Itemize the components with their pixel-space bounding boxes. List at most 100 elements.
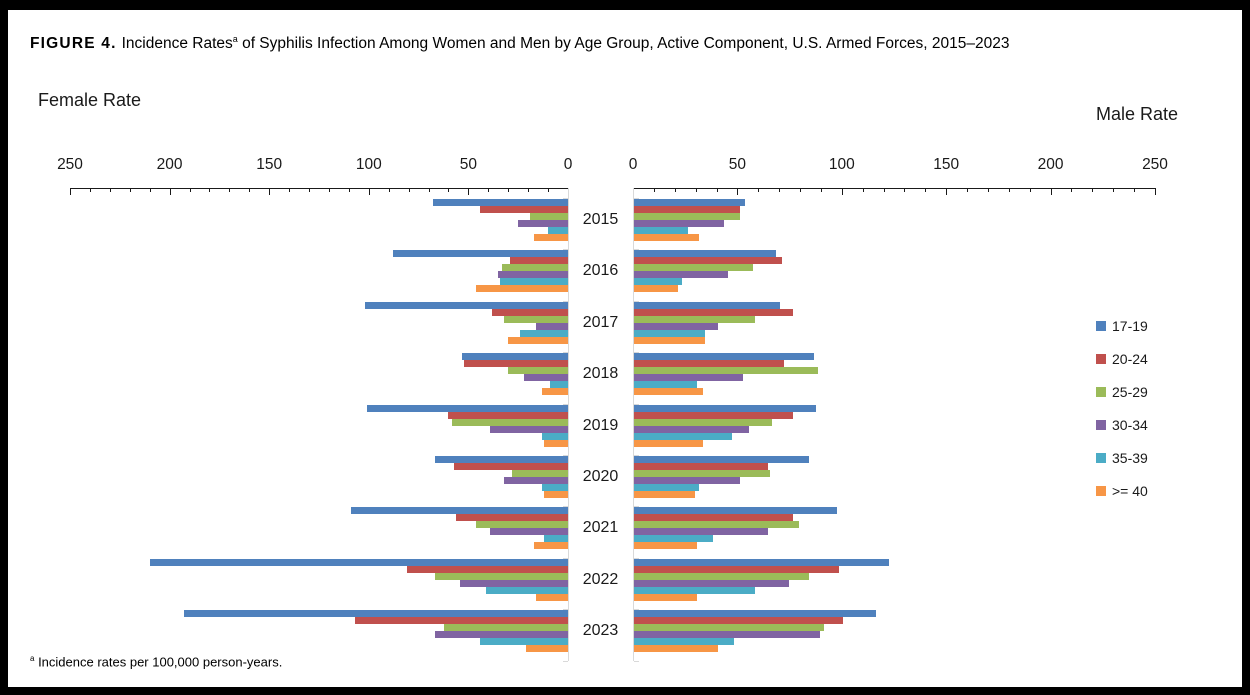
category-tick (563, 506, 568, 508)
bar-male-2023-20-24 (634, 617, 843, 625)
legend-swatch (1096, 486, 1106, 496)
category-tick (563, 300, 568, 302)
bar-male-2015-35-39 (634, 227, 689, 234)
bar-male-2015-17-19 (634, 199, 745, 206)
male-axis-tick-label-200: 200 (1037, 156, 1064, 173)
bar-male-2016-30-34 (634, 271, 728, 279)
category-tick (634, 557, 639, 559)
bar-female-2018-25-29 (508, 367, 568, 375)
bar-female-2021-25-29 (476, 521, 568, 529)
legend-label: 20-24 (1112, 351, 1148, 367)
bar-male-2019-25-29 (634, 418, 772, 426)
bar-male-2017-17-19 (634, 301, 781, 309)
male-axis-tick (904, 189, 906, 192)
bar-male-2022-25-29 (634, 572, 810, 580)
male-axis-tick (946, 189, 948, 195)
bar-female-2015-20-24 (480, 206, 568, 213)
bar-female-2022->= 40 (536, 593, 568, 601)
female-axis-tick (428, 189, 430, 192)
bar-female-2017-30-34 (536, 322, 568, 330)
figure-title: FIGURE 4. Incidence Ratesa of Syphilis In… (30, 34, 1009, 53)
female-axis-tick (348, 189, 350, 192)
bar-female-2015->= 40 (534, 234, 568, 241)
bar-male-2022-35-39 (634, 586, 756, 594)
category-tick (634, 506, 639, 508)
year-label-2023: 2023 (582, 622, 619, 640)
male-axis-tick (1029, 189, 1031, 192)
year-label-2021: 2021 (582, 519, 619, 537)
female-axis-tick (468, 189, 470, 195)
male-axis-tick (862, 189, 864, 192)
male-axis-tick (1050, 189, 1052, 195)
female-axis-tick (89, 189, 91, 192)
bar-female-2022-35-39 (486, 586, 568, 594)
bar-male-2017->= 40 (634, 336, 705, 344)
female-axis-tick (508, 189, 510, 192)
bar-female-2017-35-39 (520, 329, 568, 337)
category-tick (563, 249, 568, 251)
bar-male-2022-30-34 (634, 579, 789, 587)
bar-male-2019->= 40 (634, 439, 703, 447)
legend-label: 35-39 (1112, 450, 1148, 466)
bar-male-2015-25-29 (634, 213, 741, 220)
year-label-2015: 2015 (582, 211, 619, 228)
bar-male-2020-20-24 (634, 463, 768, 470)
bar-male-2017-35-39 (634, 329, 705, 337)
female-axis-tick (129, 189, 131, 192)
year-label-2022: 2022 (582, 570, 619, 588)
bar-female-2018-17-19 (462, 353, 568, 361)
bar-male-2015->= 40 (634, 234, 699, 241)
legend-swatch (1096, 420, 1106, 430)
bar-female-2017->= 40 (508, 336, 568, 344)
male-axis-tick (737, 189, 739, 195)
bar-female-2021->= 40 (534, 542, 568, 550)
female-axis-tick (388, 189, 390, 192)
legend: 17-19 20-24 25-29 30-34 35-39 >= 40 (1096, 310, 1148, 508)
bar-female-2019->= 40 (544, 439, 568, 447)
bar-male-2022-20-24 (634, 565, 839, 573)
category-tick (563, 403, 568, 405)
male-axis-tick (674, 189, 676, 192)
bar-male-2021-35-39 (634, 535, 714, 543)
bar-male-2018-35-39 (634, 381, 697, 389)
bar-female-2023-20-24 (354, 617, 568, 625)
bar-female-2019-17-19 (366, 404, 568, 412)
bar-female-2017-17-19 (364, 301, 568, 309)
male-axis-tick (1155, 189, 1156, 195)
bar-female-2020-17-19 (434, 456, 568, 463)
male-axis-tick (925, 189, 927, 192)
category-tick (634, 300, 639, 302)
bar-female-2016-30-34 (498, 271, 568, 279)
female-axis-tick-label-250: 250 (57, 156, 83, 173)
bar-female-2023-17-19 (183, 610, 568, 618)
male-axis-label: Male Rate (1095, 104, 1178, 124)
male-axis-tick-label-50: 50 (728, 156, 747, 173)
figure-title-text: Incidence Rates (121, 35, 233, 53)
female-axis-line (70, 188, 569, 189)
bar-male-2023-35-39 (634, 638, 735, 646)
male-axis-tick (841, 189, 843, 195)
male-axis-tick (779, 189, 781, 192)
bar-male-2020-25-29 (634, 470, 770, 477)
legend-item-17-19: 17-19 (1096, 310, 1148, 342)
bar-male-2017-20-24 (634, 308, 793, 316)
male-axis-tick (1071, 189, 1073, 192)
bar-female-2022-17-19 (149, 558, 568, 566)
male-axis-tick (987, 189, 989, 192)
bar-male-2023->= 40 (634, 645, 718, 653)
bar-male-2023-25-29 (634, 624, 824, 632)
category-tick (563, 609, 568, 611)
bar-female-2021-17-19 (350, 507, 568, 515)
male-axis-tick (1113, 189, 1115, 192)
legend-item-20-24: 20-24 (1096, 343, 1148, 375)
bar-male-2019-17-19 (634, 404, 816, 412)
female-axis-tick (229, 189, 231, 192)
category-tick (634, 198, 639, 199)
bar-female-2023-35-39 (480, 638, 568, 646)
bar-male-2015-30-34 (634, 220, 724, 227)
bar-female-2020-30-34 (504, 477, 568, 484)
female-axis-tick (408, 189, 410, 192)
category-tick (563, 198, 568, 199)
female-axis-tick-label-200: 200 (156, 156, 183, 173)
female-axis-tick-label-150: 150 (256, 156, 283, 173)
